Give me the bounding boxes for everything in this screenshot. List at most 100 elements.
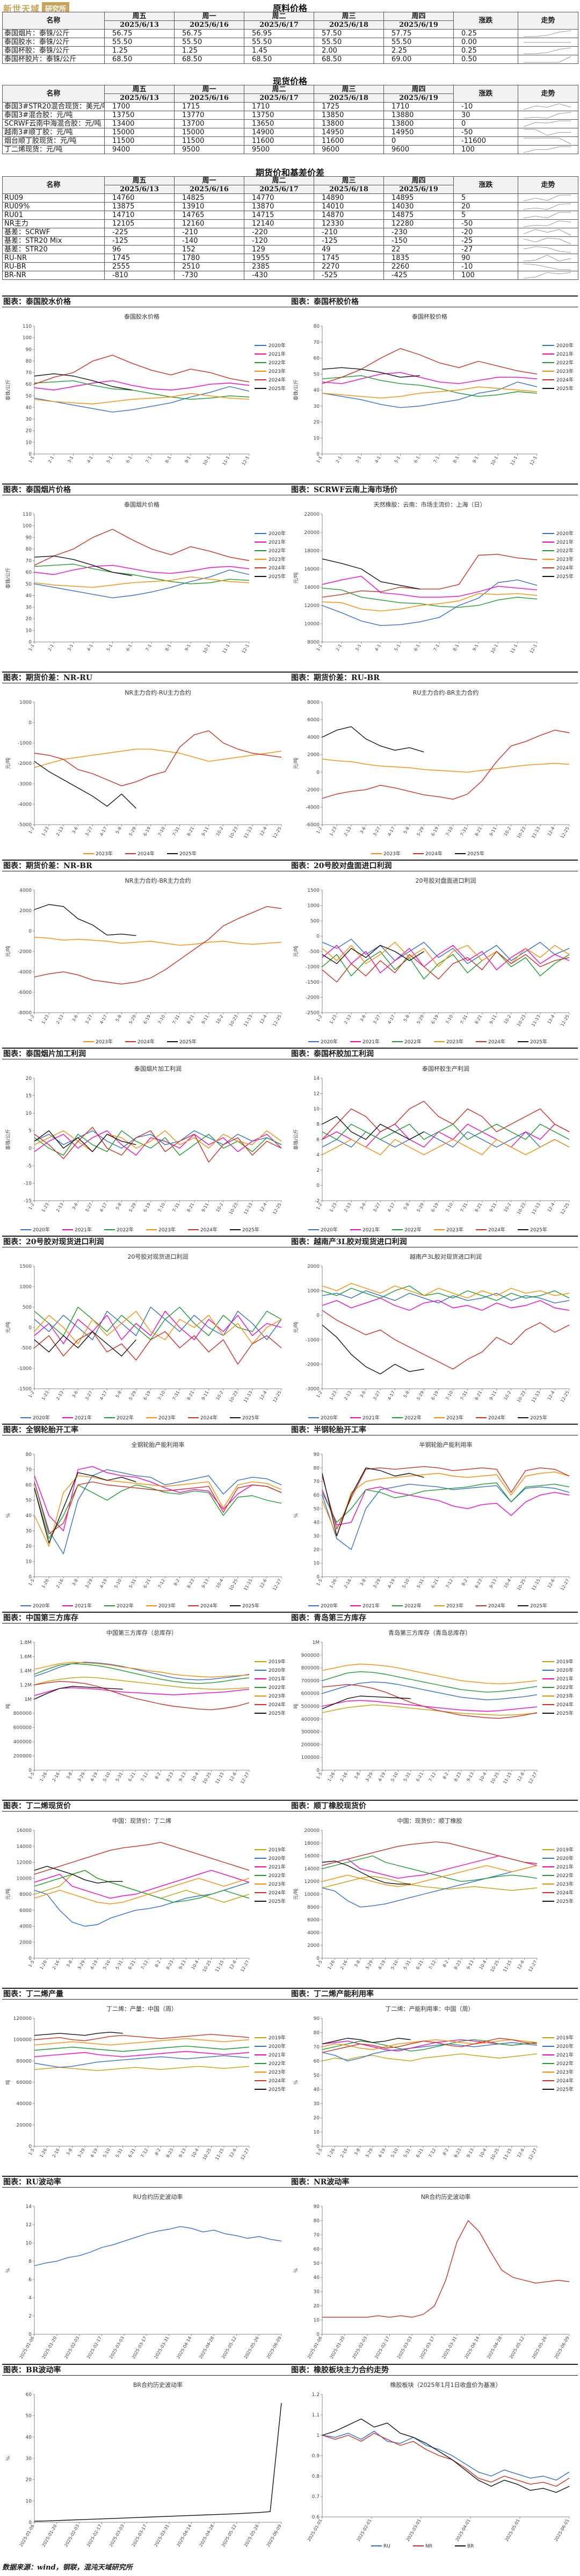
row-value: 14895 (383, 193, 454, 203)
x-tick-label: 6-21 (127, 2148, 136, 2159)
x-tick-label: 4-17 (99, 1390, 108, 1401)
legend-label: 2024年 (200, 1603, 218, 1609)
x-tick-label: 1-26 (41, 1578, 50, 1589)
sparkline (523, 237, 571, 244)
y-tick-label: 20 (26, 1076, 32, 1081)
x-tick-label: 12-6 (516, 1960, 525, 1971)
x-tick-label: 11-1 (509, 456, 518, 466)
y-tick-label: 20 (26, 2478, 32, 2483)
legend-label: 2022年 (404, 1226, 422, 1233)
legend-label: BR (467, 2544, 474, 2549)
x-tick-label: 2-13 (55, 826, 64, 837)
sparkline-line (523, 212, 571, 219)
y-tick-label: 20 (26, 429, 32, 434)
row-value: -810 (104, 271, 175, 280)
chart-panel: NR合约历史波动率 0 10 20 30 40 50 60 70 80 90% 2025-01-06 2… (290, 2188, 578, 2363)
series-line-3 (322, 1855, 538, 1882)
x-tick-label: 8-2 (461, 1578, 468, 1587)
date-header: 2025/6/17 (244, 93, 314, 103)
row-value: 2510 (174, 262, 244, 271)
row-value: 56.75 (174, 29, 244, 38)
legend-label: 2024年 (488, 1415, 505, 1421)
section-header: 图表：丁二烯产量 图表：丁二烯产能利用率 (2, 1988, 578, 2000)
row-change: 30 (453, 111, 518, 120)
row-value: -125 (104, 236, 175, 246)
row-value: -220 (244, 228, 314, 237)
row-value: 12105 (104, 219, 175, 228)
y-tick-label: 0 (316, 2332, 320, 2337)
brand-logo: 新世天域 研究所 (3, 2, 70, 15)
x-tick-label: 12-25 (272, 1014, 282, 1028)
x-tick-label: 11-13 (243, 1390, 253, 1404)
legend-label: 2020年 (269, 1667, 286, 1673)
series-line-2 (322, 588, 538, 608)
x-tick-label: 11-13 (531, 1390, 541, 1404)
x-tick-label: 7-1 (145, 456, 153, 464)
legend-label: 2025年 (269, 1898, 286, 1904)
x-tick-label: 12-4 (259, 1202, 268, 1213)
table-futures: 名称 周五 周一 周二 周三 周四 涨跌 走势 2025/6/13 2025/6/16 2025/6… (2, 176, 578, 280)
sparkline (523, 112, 571, 119)
col-header: 走势 (518, 85, 578, 103)
x-tick-label: 12-25 (560, 1390, 570, 1404)
legend-label: 2020年 (556, 342, 574, 349)
row-name: RU09% (2, 202, 105, 211)
legend-label: 2025年 (242, 1226, 259, 1233)
series-line-4 (34, 529, 250, 566)
x-tick-label: 6-1 (125, 456, 133, 464)
row-value: 13800 (314, 119, 384, 128)
col-header: 周三 (314, 176, 384, 185)
y-tick-label: 40000 (16, 2102, 32, 2107)
sparkline-line (523, 120, 571, 127)
row-value: 14900 (244, 128, 314, 137)
x-tick-label: 12-4 (547, 1390, 556, 1401)
x-tick-label: 7-31 (459, 1014, 468, 1025)
series-line-6 (34, 2032, 123, 2036)
legend-label: 2021年 (75, 1415, 92, 1421)
row-value: -140 (174, 236, 244, 246)
x-tick-label: 12-4 (547, 1014, 556, 1025)
x-tick-label: 1-23 (41, 1014, 50, 1025)
section-title-right: 图表：橡胶板块主力合约走势 (291, 2366, 389, 2375)
x-tick-label: 5-8 (115, 826, 122, 835)
x-tick-label: 4-17 (99, 1202, 108, 1213)
y-tick-label: 8 (28, 2259, 32, 2264)
x-tick-label: 10-23 (516, 1014, 526, 1028)
x-tick-label: 4-17 (99, 1014, 108, 1025)
x-tick-label: 5-29 (128, 1014, 137, 1025)
y-tick-label: 30 (26, 1529, 32, 1534)
series-line-4 (322, 1865, 538, 1887)
x-tick-label: 8-23 (165, 2148, 175, 2159)
y-tick-label: 4 (28, 2296, 32, 2301)
row-trend (518, 38, 578, 47)
x-tick-label: 12-1 (529, 456, 538, 466)
sparkline-line (523, 194, 571, 201)
table-row: 基差：SCRWF -225 -210 -220 -210 -230 -20 (2, 228, 578, 237)
y-tick-label: 100 (23, 524, 32, 529)
sparkline-line (524, 129, 571, 136)
y-tick-label: 600000 (13, 1726, 32, 1731)
x-tick-label: 5-10 (390, 2148, 399, 2159)
x-tick-label: 4-1 (374, 456, 381, 464)
x-tick-label: 3-27 (84, 1390, 93, 1401)
x-tick-label: 11-13 (531, 826, 541, 840)
row-name: 泰国烟片：泰铢/公斤 (2, 29, 105, 38)
row-value: 13850 (314, 111, 384, 120)
row-value: 9500 (174, 145, 244, 154)
chart-title: 全钢轮胎产能利用率 (132, 1441, 185, 1448)
y-axis-label: % (294, 2268, 299, 2272)
series-line-3 (322, 942, 570, 968)
x-tick-label: 3-8 (353, 1960, 361, 1968)
row-trend (518, 219, 578, 228)
y-tick-label: 0 (316, 1184, 320, 1189)
y-tick-label: 4000 (19, 888, 32, 893)
legend-label: 2022年 (556, 547, 574, 554)
row-value: 9600 (383, 145, 454, 154)
y-tick-label: 12000 (304, 603, 320, 609)
row-value: 15000 (174, 128, 244, 137)
chart-c16: 青岛第三方库存（青岛总库存） 0 100000 200000 300000 400000 5… (293, 1629, 574, 1785)
x-tick-label: 7-31 (171, 1390, 180, 1401)
row-value: 1700 (104, 102, 175, 111)
legend-label: 2021年 (363, 1038, 380, 1045)
legend-label: 2021年 (556, 539, 574, 545)
